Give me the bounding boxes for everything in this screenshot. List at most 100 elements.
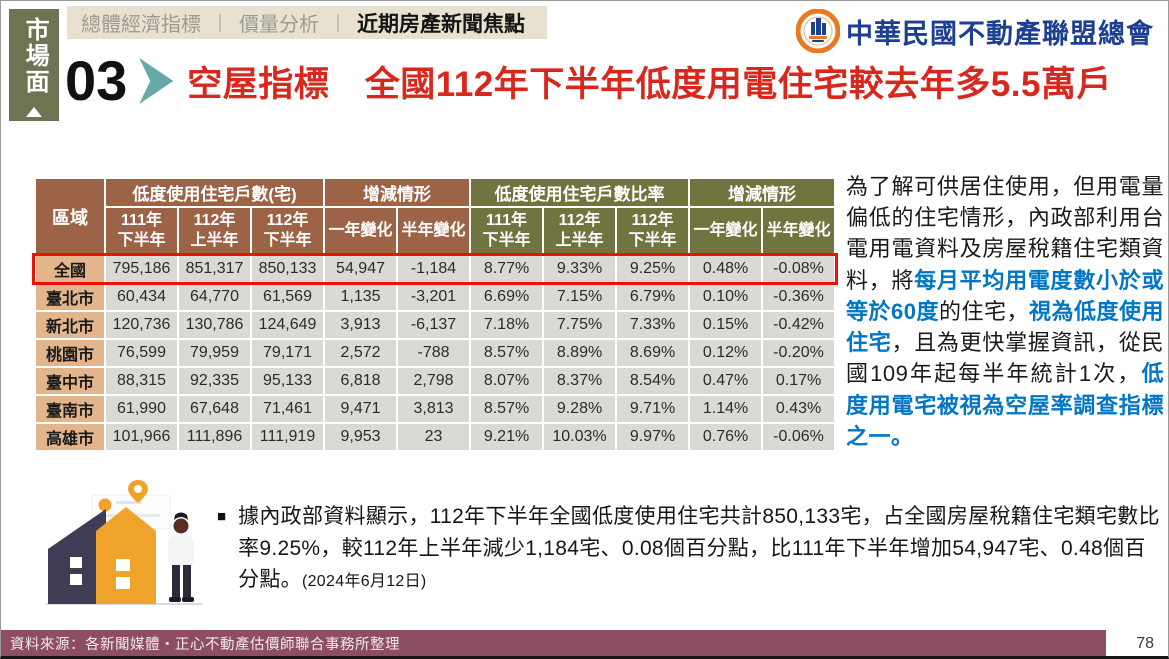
region-cell: 新北市	[36, 312, 104, 338]
value-cell: 1.14%	[690, 396, 762, 422]
col-header-111h2-count: 111年 下半年	[106, 208, 177, 254]
value-cell: 0.12%	[690, 340, 762, 366]
value-cell: 101,966	[106, 424, 177, 450]
explanation-highlight: 每月平均用電度數小於或等於60度	[846, 267, 1164, 324]
federation-seal-icon	[796, 9, 840, 53]
col-header-halfyear-change-count: 半年變化	[398, 208, 470, 254]
table-row: 全國 795,186 851,317 850,133 54,947 -1,184 8.77…	[36, 256, 835, 282]
value-cell: 95,133	[252, 368, 324, 394]
summary-text: 據內政部資料顯示，112年下半年全國低度使用住宅共計850,133宅，占全國房屋…	[238, 501, 1165, 596]
value-cell: 9,953	[325, 424, 397, 450]
value-cell: 7.18%	[471, 312, 543, 338]
value-cell: -0.42%	[763, 312, 835, 338]
explanation-highlight: 視為低度使用住宅	[846, 298, 1165, 356]
value-cell: 111,896	[179, 424, 250, 450]
region-cell: 全國	[36, 256, 104, 282]
region-cell: 臺南市	[36, 396, 104, 422]
value-cell: 71,461	[252, 396, 324, 422]
value-cell: 0.10%	[690, 284, 762, 310]
map-pin-icon	[128, 480, 148, 503]
value-cell: 23	[398, 424, 470, 450]
value-cell: 8.77%	[471, 256, 543, 282]
value-cell: 111,919	[252, 424, 324, 450]
section-tab-market[interactable]: 市場面	[9, 9, 59, 121]
value-cell: 7.75%	[544, 312, 616, 338]
value-cell: 67,648	[179, 396, 250, 422]
col-header-112h1-count: 112年 上半年	[179, 208, 250, 254]
value-cell: 850,133	[252, 256, 324, 282]
col-group-household-ratio: 低度使用住宅戶數比率	[471, 179, 689, 206]
page-title: 空屋指標 全國112年下半年低度用電住宅較去年多5.5萬戶	[187, 64, 1112, 104]
org-logo-text: 中華民國不動產聯盟總會	[846, 18, 1154, 49]
value-cell: 6.69%	[471, 284, 543, 310]
value-cell: 0.17%	[763, 368, 835, 394]
col-header-112h1-ratio: 112年 上半年	[544, 208, 616, 254]
col-header-111h2-ratio: 111年 下半年	[471, 208, 543, 254]
explanation-segment: 為了解可供居住使用，但用電量偏低的住宅情形，內政部利用台電用電資料及房屋稅籍住宅…	[846, 174, 1164, 293]
value-cell: 1,135	[325, 284, 397, 310]
value-cell: 2,798	[398, 368, 470, 394]
value-cell: 79,171	[252, 340, 324, 366]
summary-body: 據內政部資料顯示，112年下半年全國低度使用住宅共計850,133宅，占全國房屋…	[238, 505, 1160, 591]
value-cell: 120,736	[106, 312, 177, 338]
col-header-yearly-change-ratio: 一年變化	[690, 208, 762, 254]
nav-item-price-volume[interactable]: 價量分析	[239, 14, 319, 36]
value-cell: 9.71%	[617, 396, 689, 422]
chevron-right-icon	[139, 58, 174, 104]
value-cell: 0.47%	[690, 368, 762, 394]
org-logo: 中華民國不動產聯盟總會	[796, 9, 1154, 53]
value-cell: 9.33%	[544, 256, 616, 282]
explanation-highlight: 低度用電宅被視為空屋率調查指標之一。	[846, 361, 1164, 449]
summary-bullet: ■ 據內政部資料顯示，112年下半年全國低度使用住宅共計850,133宅，占全國…	[217, 501, 1165, 596]
value-cell: 9,471	[325, 396, 397, 422]
value-cell: 6.79%	[617, 284, 689, 310]
value-cell: 130,786	[179, 312, 250, 338]
table-row: 高雄市 101,966 111,896 111,919 9,953 23 9.21% 10.…	[36, 424, 835, 450]
value-cell: -0.06%	[763, 424, 835, 450]
page-number: 78	[1136, 635, 1154, 652]
value-cell: 795,186	[106, 256, 177, 282]
value-cell: 2,572	[325, 340, 397, 366]
table-row: 桃園市 76,599 79,959 79,171 2,572 -788 8.57% 8.89…	[36, 340, 835, 366]
footer-bar: 資料來源：各新聞媒體‧正心不動產估價師聯合事務所整理	[1, 630, 1106, 656]
value-cell: -1,184	[398, 256, 470, 282]
col-group-household-count: 低度使用住宅戶數(宅)	[106, 179, 324, 206]
nav-item-news-focus[interactable]: 近期房產新聞焦點	[357, 12, 525, 36]
house-illustration	[46, 480, 202, 605]
value-cell: 7.15%	[544, 284, 616, 310]
table-row: 臺南市 61,990 67,648 71,461 9,471 3,813 8.57% 9.2…	[36, 396, 835, 422]
col-header-yearly-change-count: 一年變化	[325, 208, 397, 254]
explanation-segment: ，且為更快掌握資訊，從民國109年起每半年統計1次，	[846, 330, 1164, 387]
col-header-region: 區域	[36, 179, 104, 254]
person-figure	[168, 512, 194, 602]
value-cell: 10.03%	[544, 424, 616, 450]
value-cell: -0.20%	[763, 340, 835, 366]
value-cell: 7.33%	[617, 312, 689, 338]
table-row: 臺中市 88,315 92,335 95,133 6,818 2,798 8.07% 8.3…	[36, 368, 835, 394]
value-cell: 9.97%	[617, 424, 689, 450]
section-tab-label: 市場面	[21, 17, 49, 95]
value-cell: -6,137	[398, 312, 470, 338]
region-cell: 臺中市	[36, 368, 104, 394]
value-cell: 3,813	[398, 396, 470, 422]
value-cell: 61,990	[106, 396, 177, 422]
value-cell: 8.89%	[544, 340, 616, 366]
value-cell: 92,335	[179, 368, 250, 394]
value-cell: 6,818	[325, 368, 397, 394]
table-row: 新北市 120,736 130,786 124,649 3,913 -6,137 7.18…	[36, 312, 835, 338]
summary-date: (2024年6月12日)	[301, 573, 427, 590]
value-cell: 0.15%	[690, 312, 762, 338]
nav-separator: ｜	[211, 13, 229, 34]
explanation-text: 為了解可供居住使用，但用電量偏低的住宅情形，內政部利用台電用電資料及房屋稅籍住宅…	[846, 171, 1164, 452]
col-header-112h2-ratio: 112年 下半年	[617, 208, 689, 254]
value-cell: 0.76%	[690, 424, 762, 450]
value-cell: 8.57%	[471, 340, 543, 366]
value-cell: -788	[398, 340, 470, 366]
col-header-halfyear-change-ratio: 半年變化	[763, 208, 835, 254]
section-number: 03	[65, 49, 128, 112]
nav-item-macro-indicators[interactable]: 總體經濟指標	[81, 14, 201, 36]
value-cell: 8.69%	[617, 340, 689, 366]
explanation-segment: 的住宅，	[938, 298, 1029, 324]
headline: 03 空屋指標 全國112年下半年低度用電住宅較去年多5.5萬戶	[65, 53, 1112, 109]
value-cell: 79,959	[179, 340, 250, 366]
